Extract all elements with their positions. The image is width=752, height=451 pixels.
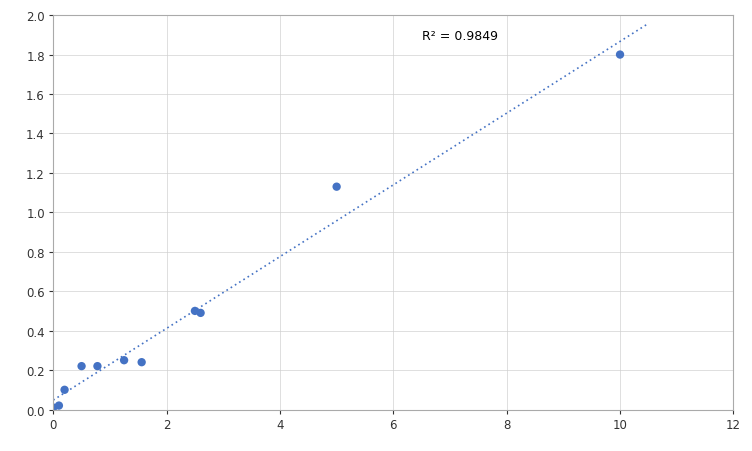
Point <box>47 404 59 411</box>
Point <box>614 52 626 59</box>
Text: R² = 0.9849: R² = 0.9849 <box>422 30 498 43</box>
Point <box>59 387 71 394</box>
Point <box>118 357 130 364</box>
Point <box>75 363 87 370</box>
Point <box>189 308 201 315</box>
Point <box>195 309 207 317</box>
Point <box>92 363 104 370</box>
Point <box>53 402 65 409</box>
Point <box>331 184 343 191</box>
Point <box>135 359 147 366</box>
